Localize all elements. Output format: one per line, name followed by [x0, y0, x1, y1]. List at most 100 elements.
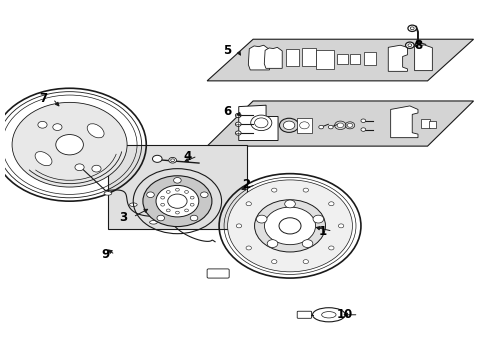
Ellipse shape: [321, 312, 335, 318]
Circle shape: [360, 119, 365, 122]
Circle shape: [254, 200, 325, 252]
Polygon shape: [248, 45, 269, 70]
Circle shape: [303, 188, 308, 192]
Circle shape: [175, 211, 179, 214]
Circle shape: [409, 27, 413, 30]
Circle shape: [227, 180, 352, 272]
Circle shape: [167, 194, 187, 208]
Circle shape: [236, 224, 241, 228]
Text: 5: 5: [223, 44, 231, 57]
FancyBboxPatch shape: [315, 50, 333, 68]
Circle shape: [190, 196, 194, 199]
FancyBboxPatch shape: [108, 145, 246, 229]
Circle shape: [170, 159, 174, 162]
Circle shape: [173, 177, 181, 183]
Ellipse shape: [35, 152, 52, 166]
Circle shape: [175, 188, 179, 191]
Circle shape: [328, 202, 333, 206]
Polygon shape: [414, 45, 431, 71]
Text: 7: 7: [39, 93, 47, 105]
Circle shape: [407, 25, 416, 31]
Circle shape: [360, 128, 365, 131]
Circle shape: [284, 200, 295, 208]
Text: 8: 8: [414, 39, 422, 52]
Polygon shape: [264, 48, 282, 68]
Circle shape: [235, 131, 241, 135]
Circle shape: [283, 121, 294, 130]
Circle shape: [190, 203, 194, 206]
Circle shape: [168, 157, 176, 163]
FancyBboxPatch shape: [302, 48, 316, 66]
FancyBboxPatch shape: [297, 311, 311, 318]
Ellipse shape: [104, 192, 112, 195]
FancyBboxPatch shape: [207, 269, 229, 278]
Circle shape: [184, 209, 188, 212]
Circle shape: [200, 192, 208, 198]
Ellipse shape: [129, 203, 137, 207]
Circle shape: [303, 260, 308, 264]
Circle shape: [157, 215, 164, 221]
Circle shape: [346, 123, 352, 127]
Circle shape: [328, 125, 332, 129]
Circle shape: [235, 122, 241, 126]
Circle shape: [161, 196, 164, 199]
Circle shape: [245, 202, 251, 206]
FancyBboxPatch shape: [421, 119, 429, 128]
Polygon shape: [387, 45, 407, 71]
Circle shape: [256, 215, 266, 223]
Text: 10: 10: [336, 308, 352, 321]
Circle shape: [405, 42, 413, 48]
Polygon shape: [207, 39, 472, 81]
FancyBboxPatch shape: [364, 51, 375, 65]
Circle shape: [254, 118, 267, 128]
Circle shape: [152, 155, 162, 162]
Circle shape: [271, 260, 276, 264]
Ellipse shape: [312, 308, 345, 322]
Text: 1: 1: [318, 225, 326, 238]
FancyBboxPatch shape: [296, 118, 311, 133]
Circle shape: [245, 246, 251, 250]
Text: 9: 9: [101, 248, 109, 261]
Circle shape: [190, 215, 198, 221]
FancyBboxPatch shape: [285, 49, 299, 66]
Circle shape: [166, 209, 170, 212]
Circle shape: [271, 188, 276, 192]
Ellipse shape: [87, 124, 104, 138]
Circle shape: [318, 125, 323, 129]
Circle shape: [166, 190, 170, 193]
Circle shape: [250, 115, 271, 131]
Circle shape: [38, 121, 47, 128]
Circle shape: [12, 102, 127, 187]
Circle shape: [184, 190, 188, 193]
Circle shape: [75, 164, 84, 171]
Circle shape: [161, 203, 164, 206]
Circle shape: [312, 215, 323, 223]
Circle shape: [156, 185, 199, 217]
Circle shape: [266, 240, 277, 248]
FancyBboxPatch shape: [428, 121, 435, 128]
Polygon shape: [390, 106, 417, 138]
Circle shape: [338, 224, 343, 228]
Ellipse shape: [149, 221, 157, 224]
FancyBboxPatch shape: [337, 54, 347, 64]
Circle shape: [142, 176, 211, 226]
Circle shape: [279, 218, 301, 234]
Circle shape: [264, 207, 315, 245]
Circle shape: [235, 113, 241, 118]
Circle shape: [56, 135, 83, 155]
Text: 6: 6: [223, 105, 231, 118]
Polygon shape: [238, 105, 278, 140]
Text: 4: 4: [183, 149, 191, 162]
Circle shape: [53, 124, 62, 131]
Circle shape: [302, 240, 312, 248]
Circle shape: [337, 123, 343, 128]
FancyBboxPatch shape: [349, 54, 359, 64]
Polygon shape: [207, 101, 472, 146]
Circle shape: [299, 122, 308, 129]
Text: 2: 2: [242, 178, 250, 191]
Circle shape: [328, 246, 333, 250]
Text: 3: 3: [119, 211, 127, 224]
Circle shape: [407, 44, 411, 47]
Circle shape: [92, 165, 101, 172]
Circle shape: [146, 192, 154, 198]
